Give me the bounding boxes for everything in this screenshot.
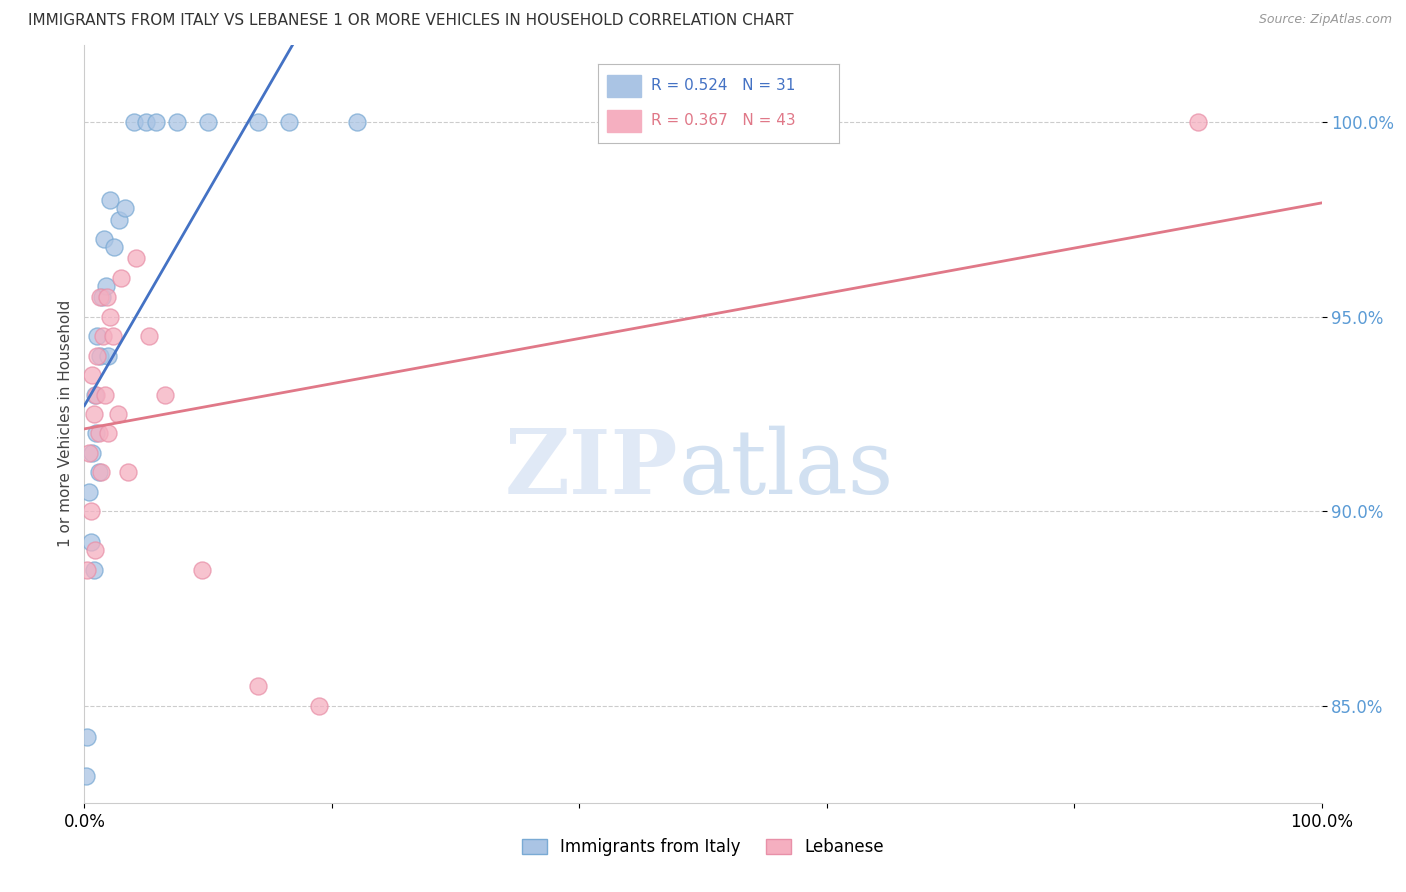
Point (89, 290, 111, 304)
Point (191, 562, 214, 576)
Legend: Immigrants from Italy, Lebanese: Immigrants from Italy, Lebanese (516, 831, 890, 863)
Point (90, 465, 112, 479)
Point (97, 349, 120, 363)
Point (86, 349, 108, 363)
Point (110, 271, 132, 285)
Point (83, 387, 105, 401)
Point (84, 426, 107, 441)
Point (197, 115, 219, 129)
Text: Source: ZipAtlas.com: Source: ZipAtlas.com (1258, 13, 1392, 27)
Point (138, 329, 160, 343)
Point (76, 730, 98, 744)
Point (101, 329, 124, 343)
Point (75, 768, 97, 782)
Point (87, 426, 110, 441)
Text: IMMIGRANTS FROM ITALY VS LEBANESE 1 OR MORE VEHICLES IN HOUSEHOLD CORRELATION CH: IMMIGRANTS FROM ITALY VS LEBANESE 1 OR M… (28, 13, 793, 29)
Point (153, 387, 176, 401)
Text: ZIP: ZIP (505, 425, 678, 513)
Point (277, 115, 299, 129)
Point (93, 232, 115, 246)
Point (83, 562, 105, 576)
Point (89, 349, 111, 363)
Y-axis label: 1 or more Vehicles in Household: 1 or more Vehicles in Household (58, 300, 73, 548)
Point (166, 115, 188, 129)
Point (108, 212, 131, 227)
Point (98, 310, 121, 324)
Point (80, 504, 103, 518)
Point (346, 115, 368, 129)
Point (308, 698, 330, 713)
Point (82, 446, 104, 460)
Point (79, 484, 101, 499)
Point (91, 329, 114, 343)
Point (94, 387, 117, 401)
Point (82, 368, 104, 383)
Point (76, 562, 98, 576)
Point (122, 115, 145, 129)
Point (145, 115, 167, 129)
Point (77, 446, 100, 460)
Point (107, 407, 129, 421)
Point (246, 115, 269, 129)
Point (91, 290, 114, 304)
Point (1187, 115, 1209, 129)
Point (125, 252, 148, 266)
Point (98, 193, 121, 207)
Point (117, 465, 139, 479)
Point (86, 329, 108, 343)
Point (97, 426, 120, 441)
Point (103, 240, 125, 254)
Point (94, 278, 117, 293)
Point (114, 201, 136, 215)
Point (83, 543, 105, 558)
Point (84, 387, 107, 401)
Point (87, 465, 110, 479)
Point (83, 407, 105, 421)
Point (96, 290, 118, 304)
Text: atlas: atlas (678, 425, 893, 513)
Point (135, 115, 157, 129)
Point (80, 535, 103, 549)
Point (246, 679, 269, 693)
